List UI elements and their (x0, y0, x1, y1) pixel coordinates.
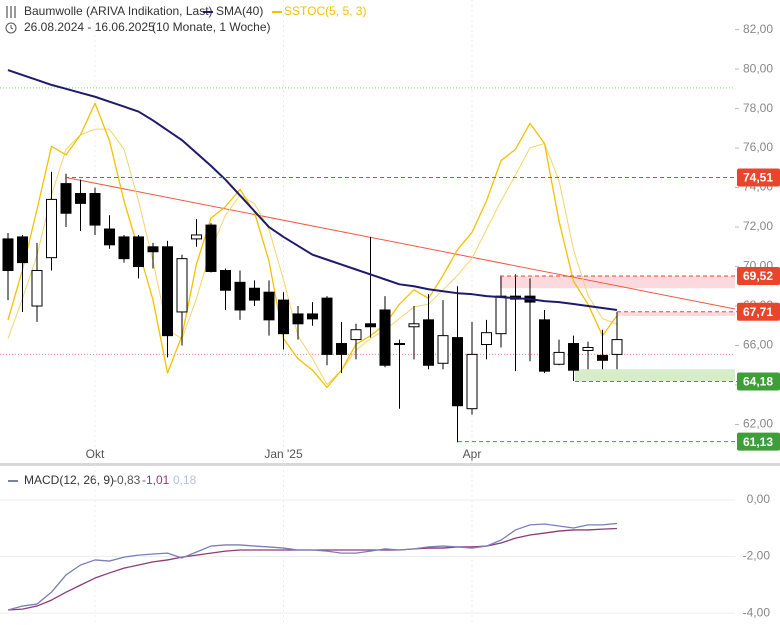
y-tick-label: 78,00 (743, 101, 773, 115)
menu-icon (6, 6, 16, 18)
stoch-signal-line (7, 128, 618, 386)
y-tick-label: 82,00 (743, 22, 773, 36)
level-badge (737, 372, 780, 391)
candle-body (162, 246, 173, 337)
candle-body (466, 353, 478, 410)
candle-body (205, 224, 217, 272)
legend-entry: SSTOC(5, 5, 3) (284, 4, 366, 18)
x-tick-label: Jan '25 (264, 447, 303, 461)
level-label: 69,52 (743, 269, 773, 283)
title: Baumwolle (ARIVA Indikation, Last) (24, 4, 213, 18)
clock-icon (5, 22, 17, 34)
level-badge (737, 432, 780, 451)
candle-body (118, 236, 130, 260)
level-label: 67,71 (743, 305, 773, 319)
candle-body (292, 313, 304, 325)
macd-line (7, 522, 618, 611)
candle-body (408, 323, 420, 328)
y-tick-label: -4,00 (743, 605, 771, 619)
candle-body (278, 299, 289, 335)
trendline (65, 177, 736, 310)
level-badge (737, 267, 780, 286)
candle-body (582, 346, 594, 351)
legend-value: 0,18 (173, 473, 197, 487)
candle-body (263, 291, 275, 321)
y-tick-label: 62,00 (743, 417, 773, 431)
candle-body (133, 236, 144, 268)
candle-body (17, 236, 28, 264)
candle-body (481, 332, 492, 346)
candle-body (423, 319, 434, 366)
candle-body (220, 269, 231, 291)
level-label: 74,51 (743, 171, 773, 185)
candle-body (307, 313, 318, 320)
candle-body (597, 354, 608, 361)
y-tick-label: 66,00 (743, 338, 773, 352)
y-tick-label: 80,00 (743, 61, 773, 75)
period: (10 Monate, 1 Woche) (152, 20, 271, 34)
candle-body (46, 198, 57, 259)
candle-body (321, 297, 333, 355)
level-badge (737, 302, 780, 321)
y-tick-label: 76,00 (743, 140, 773, 154)
candle-body (495, 295, 507, 335)
sma-line (7, 69, 618, 311)
legend-entry: SMA(40) (216, 4, 263, 18)
candle-body (611, 339, 623, 355)
y-tick-label: 72,00 (743, 219, 773, 233)
legend-value: -1,01 (142, 473, 170, 487)
candle-body (31, 269, 43, 307)
candle-body (553, 351, 565, 365)
candle-body (60, 183, 72, 214)
candle-body (452, 337, 463, 407)
x-tick-label: Apr (463, 447, 482, 461)
signal-line (7, 527, 618, 611)
candle-body (394, 343, 405, 346)
level-label: 61,13 (743, 435, 773, 449)
y-tick-label: -2,00 (743, 549, 771, 563)
candle-body (234, 281, 246, 311)
candle-body (336, 343, 347, 355)
candle-body (379, 309, 391, 366)
candle-body (147, 246, 159, 253)
candle-body (350, 329, 362, 341)
candle-body (249, 287, 260, 301)
candle-body (2, 238, 14, 271)
candle-body (437, 335, 449, 364)
candle-body (176, 258, 188, 313)
zone (500, 276, 735, 289)
candle-body (191, 234, 202, 240)
candle-body (539, 319, 550, 372)
candle-body (89, 192, 101, 226)
legend-entry: MACD(12, 26, 9) (24, 473, 114, 487)
zone (617, 311, 735, 316)
candle-body (104, 228, 115, 246)
candle-body (568, 343, 579, 371)
panel-separator (0, 463, 780, 466)
legend-value: -0,83 (113, 473, 141, 487)
subtitle: 26.08.2024 - 16.06.2025 (24, 20, 155, 34)
level-label: 64,18 (743, 375, 773, 389)
clock-hand (10, 25, 14, 30)
stoch-line (7, 102, 618, 389)
candle-body (365, 323, 376, 328)
x-tick-label: Okt (86, 447, 105, 461)
zone (575, 369, 735, 382)
level-badge (737, 168, 780, 187)
header: Baumwolle (ARIVA Indikation, Last) SMA(4… (5, 4, 366, 34)
y-tick-label: 0,00 (747, 492, 771, 506)
candle-body (75, 192, 86, 204)
